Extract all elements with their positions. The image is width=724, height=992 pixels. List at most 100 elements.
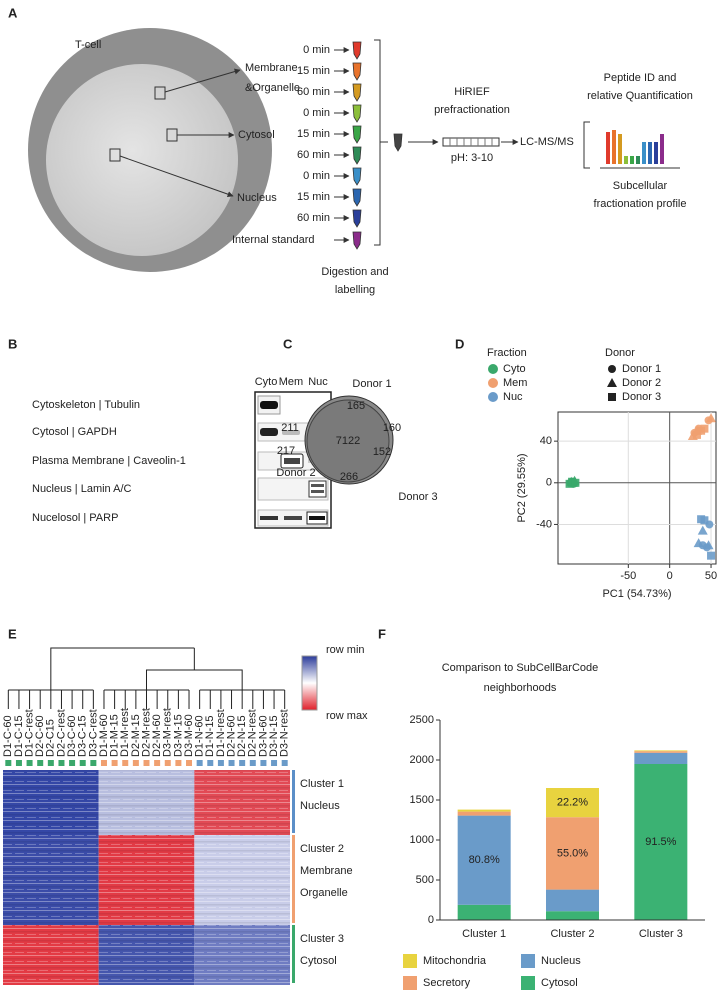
timepoint-label: 60 min: [297, 212, 330, 224]
legend-swatch: [403, 954, 417, 968]
cluster-label: Cluster 1: [300, 778, 344, 790]
group-marker: [5, 760, 12, 766]
sample-label: D1-M-60: [98, 714, 110, 757]
group-marker: [58, 760, 65, 766]
sample-label: D2-M-rest: [140, 708, 152, 757]
y-axis-label: PC2 (29.55%): [516, 453, 528, 522]
group-marker: [90, 760, 97, 766]
sample-label: D2-C-60: [34, 715, 46, 757]
bar-segment: [457, 811, 511, 816]
tube-icon: [352, 188, 362, 207]
timepoint-label: 15 min: [297, 191, 330, 203]
legend-label: Cyto: [503, 363, 526, 375]
group-marker: [249, 760, 256, 766]
cluster-label: Cluster 3: [300, 933, 344, 945]
legend-label: Donor 3: [622, 391, 661, 403]
x-axis-label: PC1 (54.73%): [602, 588, 671, 600]
chart-title: neighborhoods: [484, 682, 557, 694]
panel-label: A: [8, 5, 18, 20]
bar-segment: [546, 788, 599, 818]
legend-swatch: [521, 954, 535, 968]
heatmap-texture: [98, 925, 195, 985]
cluster-bar: [292, 770, 295, 833]
venn-count: 217: [277, 445, 295, 457]
dendrogram: [50, 647, 243, 690]
sample-label: D2-C-rest: [55, 709, 67, 757]
point: [706, 413, 717, 423]
x-tick-label: Cluster 3: [639, 928, 683, 940]
x-tick-label: 0: [667, 570, 673, 582]
venn-count: 266: [340, 471, 358, 483]
venn-count: 211: [281, 422, 299, 434]
cluster-label: Membrane: [300, 865, 353, 877]
sample-label: D3-N-rest: [279, 709, 291, 757]
legend-swatch: [488, 378, 498, 388]
legend-label: Donor 1: [622, 363, 661, 375]
legend-title: Donor: [605, 347, 635, 359]
y-tick-label: 2000: [410, 754, 434, 766]
compartment-label: Nucleus: [237, 192, 277, 204]
scale-label: row max: [326, 710, 368, 722]
timepoint-label: 15 min: [297, 128, 330, 140]
point: [571, 478, 580, 487]
group-marker: [132, 760, 139, 766]
timepoint-label: 0 min: [303, 107, 330, 119]
panel-label: E: [8, 626, 17, 641]
sample-label: D1-N-15: [204, 715, 216, 757]
venn-count: 152: [373, 446, 391, 458]
axis: [439, 720, 705, 921]
row-label: Plasma Membrane | Caveolin-1: [32, 455, 186, 467]
sample-label: D1-C-15: [13, 715, 25, 757]
venn: [304, 395, 394, 485]
group-marker: [26, 760, 33, 766]
bar-segment: [546, 911, 599, 920]
point: [703, 540, 714, 550]
compartment-label: Cytosol: [238, 129, 275, 141]
set-label: Donor 1: [352, 378, 391, 390]
row-label: Cytoskeleton | Tubulin: [32, 399, 140, 411]
compartment-label: Membrane: [245, 62, 298, 74]
cluster-bar: [292, 925, 295, 983]
tube-icon: [352, 83, 362, 102]
bar-segment: [634, 750, 688, 752]
heatmap-texture: [3, 925, 99, 985]
row-label: Cytosol | GAPDH: [32, 426, 117, 438]
step-label: prefractionation: [434, 104, 510, 116]
set-label: Donor 3: [398, 491, 437, 503]
share-label: 55.0%: [557, 847, 588, 859]
sample-label: D2-M-15: [130, 714, 142, 757]
timepoint-label: 60 min: [297, 149, 330, 161]
group-marker: [260, 760, 267, 766]
group-marker: [100, 760, 107, 766]
point: [707, 551, 716, 560]
timepoint-label: 60 min: [297, 86, 330, 98]
compartment-label: Internal standard: [232, 234, 315, 246]
group-marker: [271, 760, 278, 766]
tube-icon: [352, 231, 362, 250]
x-tick-label: Cluster 1: [462, 928, 506, 940]
sample-label: D3-M-60: [183, 714, 195, 757]
group-marker: [69, 760, 76, 766]
heatmap-texture: [98, 770, 195, 835]
bar-segment: [457, 815, 511, 905]
tube-icon: [352, 104, 362, 123]
legend-swatch: [607, 378, 617, 387]
row-label: Nucelosol | PARP: [32, 512, 118, 524]
step-label: labelling: [335, 284, 375, 296]
tube-icon: [352, 167, 362, 186]
group-marker: [228, 760, 235, 766]
sample-label: D1-M-rest: [119, 708, 131, 757]
timepoint-label: 15 min: [297, 65, 330, 77]
bar-segment: [546, 817, 599, 890]
group-marker: [164, 760, 171, 766]
step-label: Subcellular: [613, 180, 668, 192]
column-label: Cyto: [255, 376, 278, 388]
group-marker: [15, 760, 22, 766]
y-tick-label: -40: [536, 518, 552, 530]
group-marker: [186, 760, 193, 766]
y-tick-label: 1500: [410, 794, 434, 806]
sample-label: D3-N-15: [268, 715, 280, 757]
step-label: Peptide ID and: [604, 72, 677, 84]
y-tick-label: 0: [428, 914, 434, 926]
heatmap-texture: [3, 770, 99, 835]
